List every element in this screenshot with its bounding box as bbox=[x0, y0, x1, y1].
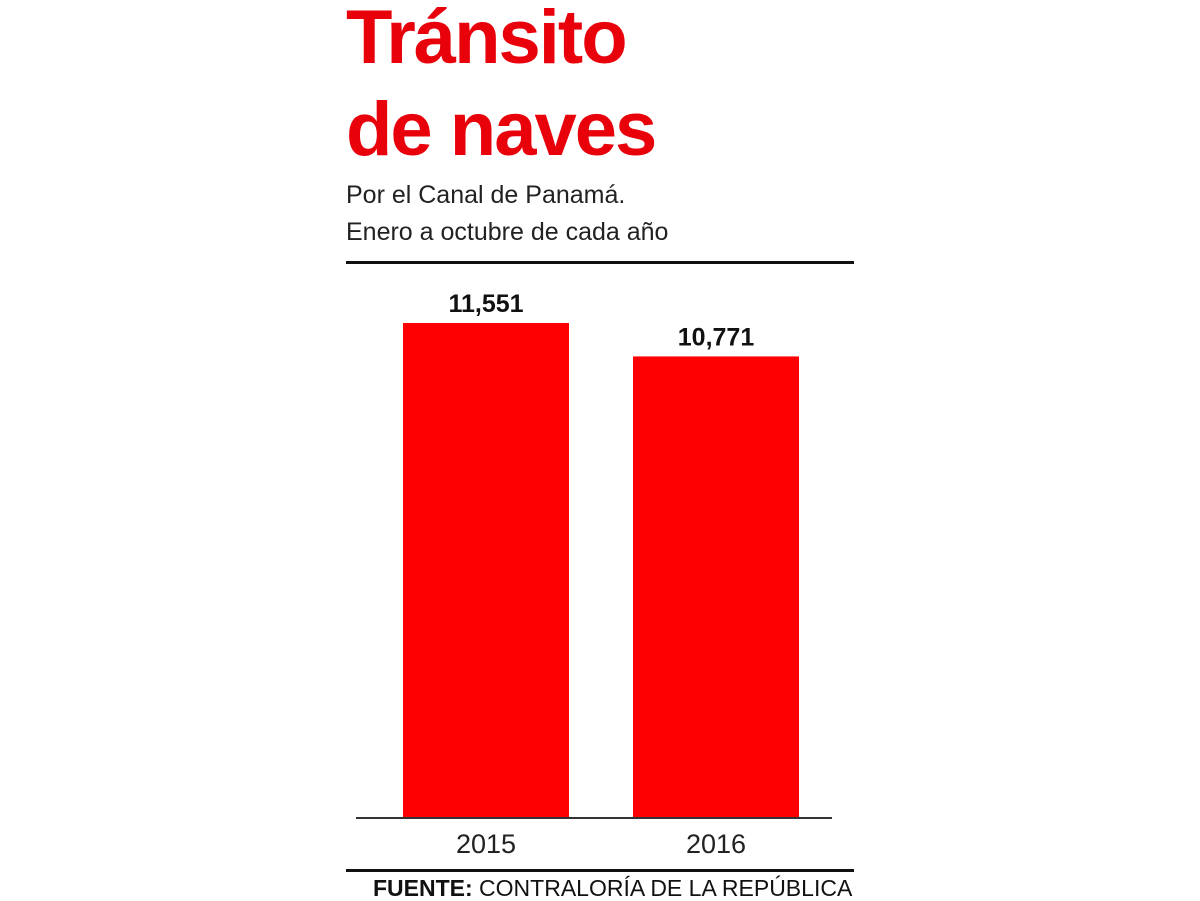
chart-title-line-1: Tránsito bbox=[346, 0, 628, 80]
source-text: CONTRALORÍA DE LA REPÚBLICA bbox=[472, 875, 853, 901]
data-label-2016: 10,771 bbox=[678, 323, 755, 351]
bar-2016 bbox=[633, 356, 799, 818]
bar-chart: 11,551 2015 10,771 2016 bbox=[356, 290, 832, 859]
bottom-divider bbox=[346, 869, 854, 872]
top-divider bbox=[346, 261, 854, 264]
data-label-2015: 11,551 bbox=[448, 290, 523, 318]
source-label: FUENTE: bbox=[373, 875, 473, 901]
x-tick-label-2016: 2016 bbox=[686, 829, 746, 859]
chart-subtitle-line-1: Por el Canal de Panamá. bbox=[346, 181, 626, 209]
chart-subtitle-line-2: Enero a octubre de cada año bbox=[346, 218, 669, 246]
bar-2015 bbox=[403, 323, 569, 818]
x-tick-label-2015: 2015 bbox=[456, 829, 516, 859]
source-note: FUENTE: CONTRALORÍA DE LA REPÚBLICA bbox=[373, 877, 852, 900]
chart-title-line-2: de naves bbox=[346, 87, 657, 172]
